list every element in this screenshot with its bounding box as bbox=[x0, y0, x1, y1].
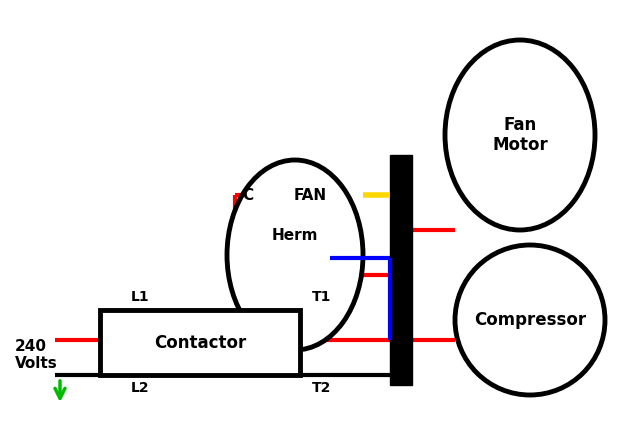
Text: L2: L2 bbox=[131, 381, 149, 395]
Text: T1: T1 bbox=[312, 290, 332, 304]
Text: 240
Volts: 240 Volts bbox=[15, 339, 58, 371]
Text: Herm: Herm bbox=[272, 227, 318, 242]
Ellipse shape bbox=[455, 245, 605, 395]
Ellipse shape bbox=[227, 160, 363, 350]
Ellipse shape bbox=[445, 40, 595, 230]
Text: Fan
Motor: Fan Motor bbox=[492, 116, 548, 155]
Text: C: C bbox=[243, 187, 254, 203]
Text: L1: L1 bbox=[131, 290, 149, 304]
Text: FAN: FAN bbox=[294, 187, 327, 203]
Bar bbox=[100, 310, 300, 375]
Bar bbox=[390, 155, 412, 385]
Text: Contactor: Contactor bbox=[154, 334, 246, 352]
Text: Compressor: Compressor bbox=[474, 311, 586, 329]
Text: T2: T2 bbox=[312, 381, 332, 395]
